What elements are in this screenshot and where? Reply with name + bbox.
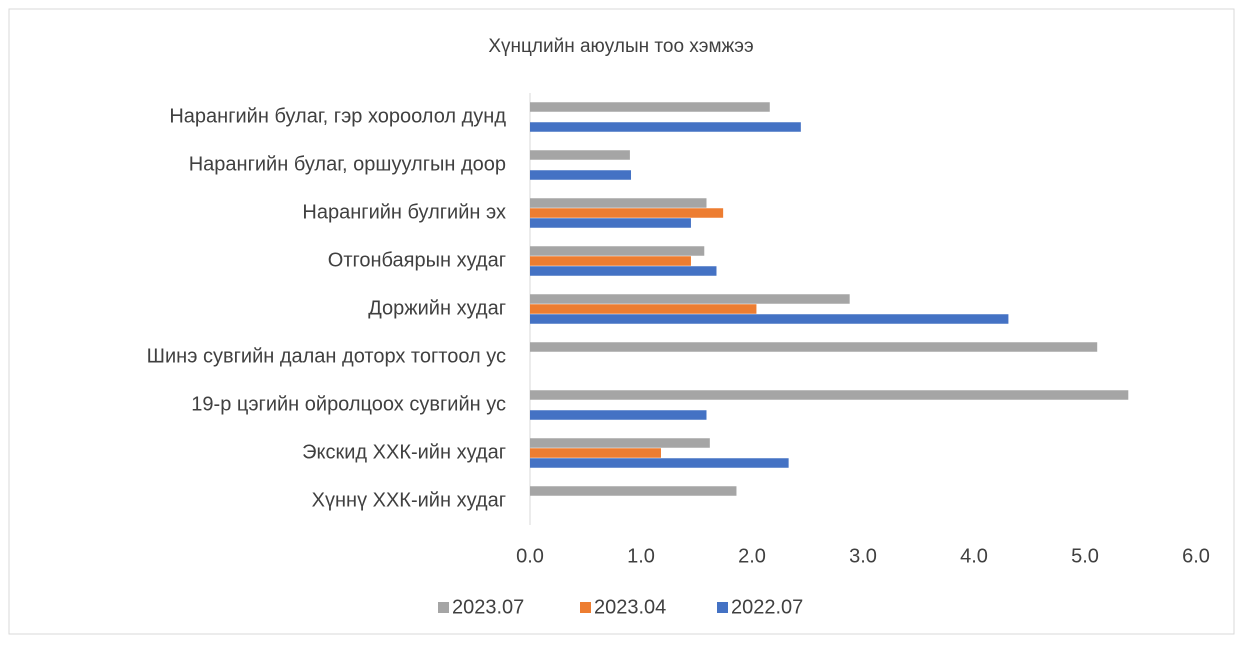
y-tick-label: Экскид ХХК-ийн худаг [302, 441, 506, 463]
bar [530, 410, 707, 420]
legend-label: 2023.04 [594, 596, 666, 618]
x-tick-label: 3.0 [849, 545, 877, 567]
chart-title: Хүнцлийн аюулын тоо хэмжээ [488, 36, 753, 57]
x-tick-label: 5.0 [1071, 545, 1099, 567]
bar [530, 438, 710, 448]
legend-label: 2023.07 [452, 596, 524, 618]
bar [530, 294, 850, 304]
y-tick-label: Нарангийн булгийн эх [302, 201, 506, 223]
bar [530, 342, 1098, 352]
y-tick-label: Отгонбаярын худаг [328, 249, 506, 271]
bar [530, 198, 707, 208]
bar [530, 150, 630, 160]
y-tick-label: Хүннү ХХК-ийн худаг [312, 489, 506, 511]
y-tick-label: Шинэ сувгийн далан доторх тогтоол ус [147, 345, 506, 367]
bar [530, 390, 1129, 400]
x-tick-label: 0.0 [516, 545, 544, 567]
bar [530, 458, 789, 468]
y-tick-label: 19-р цэгийн ойролцоох сувгийн ус [191, 393, 506, 415]
y-tick-label: Нарангийн булаг, гэр хороолол дунд [169, 105, 506, 127]
legend-swatch [438, 602, 449, 613]
bar [530, 304, 757, 314]
x-tick-label: 6.0 [1182, 545, 1210, 567]
y-tick-label: Доржийн худаг [368, 297, 506, 319]
bar [530, 102, 770, 112]
bar [530, 122, 801, 132]
bar [530, 266, 717, 276]
bar [530, 208, 724, 218]
bar [530, 246, 705, 256]
legend-label: 2022.07 [731, 596, 803, 618]
bar [530, 486, 737, 496]
y-tick-label: Нарангийн булаг, оршуулгын доор [189, 153, 506, 175]
bar [530, 170, 632, 180]
bar [530, 256, 691, 266]
legend-swatch [580, 602, 591, 613]
x-tick-label: 4.0 [960, 545, 988, 567]
x-tick-label: 2.0 [738, 545, 766, 567]
legend-swatch [717, 602, 728, 613]
x-tick-label: 1.0 [627, 545, 655, 567]
bar [530, 314, 1009, 324]
bar [530, 218, 691, 228]
bar [530, 448, 661, 458]
